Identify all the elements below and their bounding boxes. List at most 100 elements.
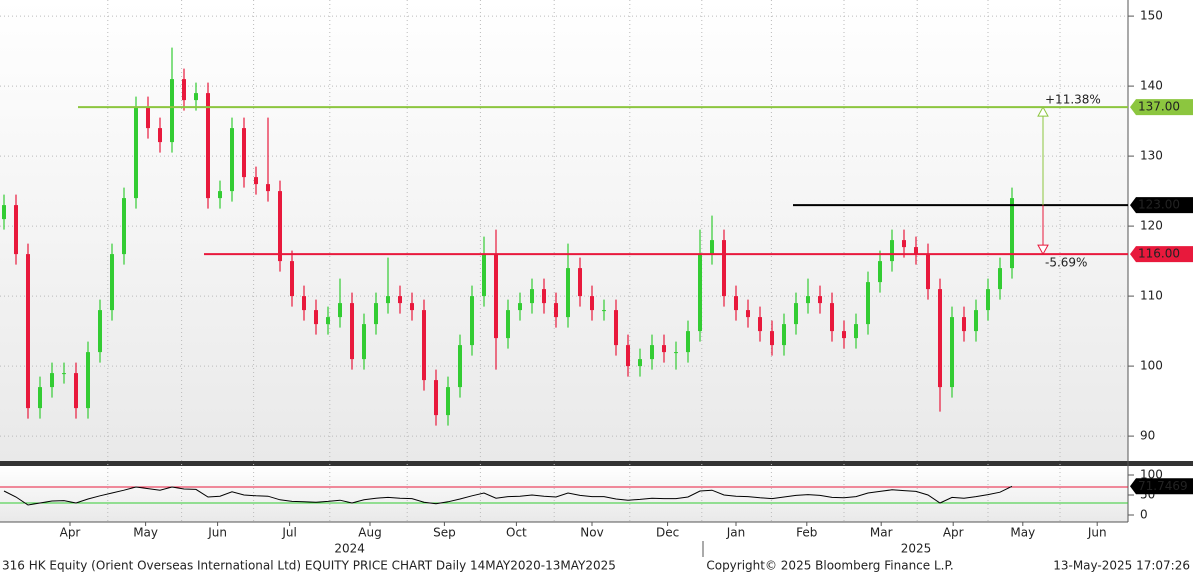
y-tick-label: 150	[1140, 9, 1163, 23]
candle-body	[746, 310, 750, 318]
year-label: 2025	[901, 542, 932, 556]
candle-body	[1010, 198, 1014, 269]
candle-body	[182, 79, 186, 101]
level-tag	[1130, 197, 1193, 214]
candle-body	[578, 268, 582, 297]
candle-body	[206, 93, 210, 199]
x-tick-label: May	[133, 526, 158, 540]
footer-left: 316 HK Equity (Orient Overseas Internati…	[2, 559, 616, 573]
candle-body	[134, 107, 138, 199]
y-tick-label: 120	[1140, 219, 1163, 233]
down-arrow-head	[1037, 244, 1049, 256]
rsi-y-tick-label: 100	[1140, 468, 1163, 482]
x-tick-label: Sep	[433, 526, 456, 540]
x-tick-label: Feb	[796, 526, 817, 540]
candle-body	[710, 240, 714, 255]
candle-body	[62, 373, 66, 375]
candle-body	[638, 359, 642, 367]
candle-body	[158, 128, 162, 143]
candle-body	[254, 177, 258, 185]
candle-body	[242, 128, 246, 178]
candle-body	[422, 310, 426, 381]
candle-body	[374, 303, 378, 325]
x-tick-label: Jun	[207, 526, 227, 540]
candle-body	[314, 310, 318, 325]
panel-divider	[0, 461, 1193, 466]
candle-body	[854, 324, 858, 339]
level-tag-label: 116.00	[1138, 247, 1180, 261]
candle-body	[782, 324, 786, 346]
y-tick-label: 140	[1140, 79, 1163, 93]
candle-body	[110, 254, 114, 311]
candle-body	[542, 289, 546, 304]
candle-body	[602, 310, 606, 312]
candle-body	[734, 296, 738, 311]
candle-body	[722, 240, 726, 297]
candle-body	[674, 352, 678, 354]
candle-body	[758, 317, 762, 332]
candle-body	[806, 296, 810, 304]
level-tag	[1130, 99, 1193, 116]
candle-body	[590, 296, 594, 311]
candle-body	[326, 317, 330, 325]
x-tick-label: Apr	[943, 526, 964, 540]
candle-body	[914, 247, 918, 255]
rsi-tag	[1130, 478, 1193, 495]
candle-body	[290, 261, 294, 297]
x-tick-label: Aug	[358, 526, 381, 540]
candle-body	[494, 254, 498, 339]
candle-body	[86, 352, 90, 409]
candle-body	[74, 373, 78, 409]
candle-body	[902, 240, 906, 248]
candle-body	[470, 296, 474, 346]
candle-body	[554, 303, 558, 318]
candle-body	[650, 345, 654, 360]
footer-center: Copyright© 2025 Bloomberg Finance L.P.	[706, 559, 953, 573]
candle-body	[398, 296, 402, 304]
candle-body	[482, 254, 486, 297]
candle-body	[362, 324, 366, 360]
change-label: +11.38%	[1045, 93, 1101, 107]
up-arrow-head	[1037, 106, 1049, 117]
candle-body	[614, 310, 618, 346]
candle-body	[446, 387, 450, 416]
candle-body	[338, 303, 342, 318]
candle-body	[626, 345, 630, 367]
candle-body	[278, 191, 282, 262]
x-tick-label: Jul	[281, 526, 296, 540]
candle-body	[938, 289, 942, 388]
candle-body	[434, 380, 438, 416]
candle-body	[770, 331, 774, 346]
candle-body	[146, 107, 150, 129]
x-tick-label: Oct	[506, 526, 527, 540]
candle-body	[410, 303, 414, 311]
candle-body	[950, 317, 954, 388]
rsi-tag-label: 71.7469	[1138, 479, 1188, 493]
candle-body	[518, 303, 522, 311]
candle-body	[986, 289, 990, 311]
candle-body	[218, 191, 222, 199]
footer-right: 13-May-2025 17:07:26	[1053, 559, 1190, 573]
candle-body	[878, 261, 882, 283]
candle-body	[194, 93, 198, 101]
level-tag	[1130, 246, 1193, 263]
change-label: -5.69%	[1045, 256, 1087, 270]
candle-body	[962, 317, 966, 332]
x-axis-band	[0, 522, 1193, 575]
candle-body	[530, 289, 534, 304]
y-tick-label: 90	[1140, 429, 1155, 443]
candle-body	[50, 373, 54, 388]
x-tick-label: Mar	[870, 526, 893, 540]
rsi-y-tick-label: 0	[1140, 508, 1148, 522]
candle-body	[98, 310, 102, 353]
x-tick-label: Jan	[726, 526, 746, 540]
candle-body	[506, 310, 510, 339]
candle-body	[26, 254, 30, 409]
price-panel	[0, 0, 1128, 461]
x-tick-label: Dec	[656, 526, 679, 540]
y-tick-label: 100	[1140, 359, 1163, 373]
candle-body	[662, 345, 666, 353]
candle-body	[926, 254, 930, 290]
x-tick-label: Nov	[580, 526, 603, 540]
